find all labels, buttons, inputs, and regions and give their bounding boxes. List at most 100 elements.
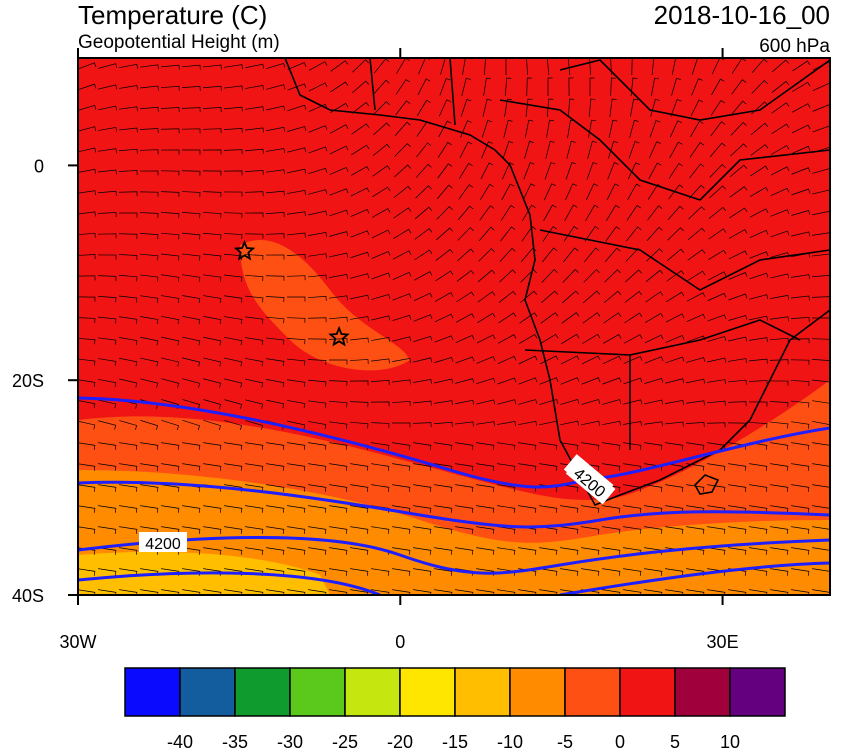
wind-barb [78,589,96,595]
wind-barb [308,400,327,408]
wind-barb [437,141,452,158]
wind-barb [203,316,222,325]
wind-barb [182,526,201,534]
wind-barb [140,85,159,91]
wind-barb [711,78,725,96]
wind-barb [644,377,664,384]
wind-barb [644,484,663,492]
wind-barb [770,294,790,300]
wind-barb [287,147,307,153]
wind-barb [455,313,475,323]
wind-barb [308,125,328,133]
wind-barb [707,589,726,595]
wind-barb [265,296,285,303]
wind-barb [245,148,264,154]
wind-barb [791,167,811,175]
wind-barb [371,294,391,300]
wind-barb [78,190,96,196]
wind-barb [667,205,684,220]
wind-barb [78,505,96,513]
wind-barb [749,294,769,300]
wind-barb [414,228,433,240]
contour-line [78,536,830,575]
wind-barb [329,124,349,134]
wind-barb [203,378,222,388]
wind-barb [540,290,559,304]
wind-barb [266,63,286,69]
wind-barb [78,400,96,409]
wind-barb [502,162,514,180]
wind-barb [203,463,222,471]
wind-barb [119,85,138,91]
wind-barb [329,316,348,322]
wind-barb [610,58,612,76]
wind-barb [543,183,556,201]
wind-barb [392,484,411,492]
wind-barb [749,589,768,595]
wind-barb [686,313,706,322]
wind-barb [708,228,727,240]
wind-barb [790,380,810,387]
wind-barb [350,589,369,595]
wind-barb [519,312,538,324]
wind-barb [669,141,683,159]
wind-barb [161,336,180,346]
wind-barb [627,183,641,201]
wind-barb [791,568,810,576]
wind-barb [771,59,790,73]
wind-barb [455,421,474,427]
wind-barb [391,401,411,406]
wind-barb [751,58,768,74]
colorbar-label: -35 [222,732,248,750]
wind-barb [644,589,663,595]
wind-barb [265,233,285,239]
wind-barb [203,295,222,303]
wind-barb [434,526,453,534]
wind-barb [434,356,454,363]
wind-barb [414,249,433,261]
colorbar-box [674,667,731,717]
wind-barb [730,100,747,116]
wind-barb [791,484,810,492]
wind-barb [771,102,790,114]
wind-barb [567,58,571,75]
wind-barb [391,422,411,428]
date: 2018-10-16_00 [654,0,830,30]
wind-barb [350,421,369,429]
wind-barb [182,315,201,325]
wind-barb [791,210,811,216]
wind-barb [501,183,515,201]
wind-barb [728,379,747,385]
wind-barb [161,589,180,595]
wind-barb [181,170,201,176]
wind-barb [287,400,306,409]
wind-barb [119,316,138,324]
wind-barb [728,315,748,321]
wind-barb [728,272,748,280]
wind-barb [328,359,348,365]
wind-barb [245,295,264,303]
wind-barb [287,83,307,91]
wind-barb [518,442,537,450]
wind-barb [413,526,432,534]
wind-barb [329,526,348,534]
contour-label-box [565,458,616,505]
wind-barb [161,505,180,513]
wind-barb [307,359,327,366]
wind-barb [792,60,811,72]
wind-barb [605,226,621,242]
wind-barb [749,547,768,555]
wind-barb [118,254,138,261]
wind-barb [308,568,327,576]
wind-barb [581,526,600,534]
wind-barb [499,269,516,283]
wind-barb [413,379,432,384]
wind-barb [689,163,705,179]
wind-barb [483,77,491,96]
marker-star [233,239,256,261]
wind-barb [589,77,595,97]
wind-barb [119,295,138,303]
wind-barb [665,526,684,534]
wind-barb [644,356,664,364]
